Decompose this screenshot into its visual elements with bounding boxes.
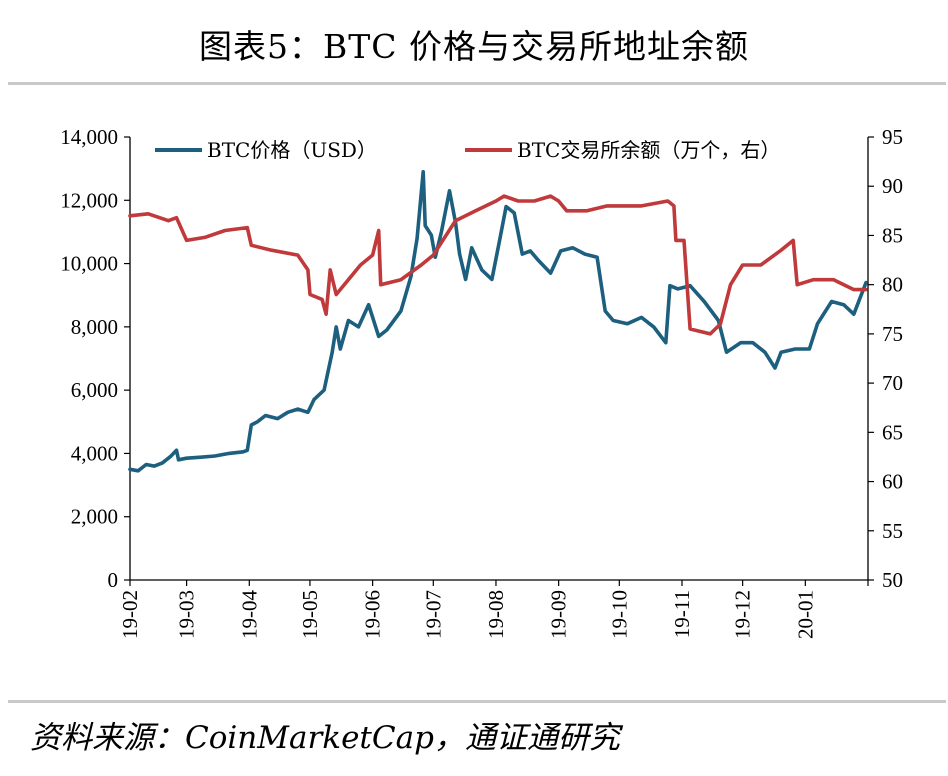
x-tick-label: 19-12 bbox=[731, 590, 755, 639]
x-tick-label: 19-02 bbox=[118, 590, 142, 639]
left-tick-label: 8,000 bbox=[71, 315, 118, 339]
exchange-balance-line bbox=[128, 194, 868, 336]
x-tick-label: 19-09 bbox=[547, 590, 571, 639]
x-tick-label: 19-05 bbox=[298, 590, 322, 639]
left-tick-label: 12,000 bbox=[60, 188, 118, 212]
x-tick-label: 19-07 bbox=[421, 590, 445, 639]
source-divider bbox=[8, 700, 946, 703]
legend: BTC价格（USD） BTC交易所余额（万个，右） bbox=[155, 138, 780, 162]
right-tick-label: 50 bbox=[882, 568, 903, 592]
left-tick-label: 14,000 bbox=[60, 125, 118, 149]
right-tick-label: 80 bbox=[882, 273, 903, 297]
right-tick-label: 75 bbox=[882, 322, 903, 346]
right-tick-label: 85 bbox=[882, 223, 903, 247]
source-note: 资料来源：CoinMarketCap，通证通研究 bbox=[30, 720, 620, 756]
x-tick-label: 19-03 bbox=[175, 590, 199, 639]
title-divider bbox=[8, 82, 946, 85]
x-tick-label: 19-04 bbox=[237, 590, 261, 639]
right-tick-label: 95 bbox=[882, 125, 903, 149]
x-tick-label: 19-10 bbox=[607, 590, 631, 639]
right-tick-label: 70 bbox=[882, 371, 903, 395]
right-tick-label: 90 bbox=[882, 174, 903, 198]
btc-price-line bbox=[128, 170, 868, 473]
chart-svg: 0 2,000 4,000 6,000 8,000 10,000 12,000 14,000 5… bbox=[60, 125, 903, 639]
left-tick-label: 10,000 bbox=[60, 252, 118, 276]
x-tick-label: 19-08 bbox=[484, 590, 508, 639]
x-tick-label: 19-11 bbox=[670, 590, 694, 638]
left-tick-label: 6,000 bbox=[71, 378, 118, 402]
x-tick-label: 19-06 bbox=[361, 590, 385, 639]
right-tick-label: 55 bbox=[882, 519, 903, 543]
left-tick-label: 2,000 bbox=[71, 505, 118, 529]
x-tick-label: 20-01 bbox=[793, 590, 817, 639]
series-layer bbox=[128, 170, 868, 473]
axes: 0 2,000 4,000 6,000 8,000 10,000 12,000 14,000 5… bbox=[60, 125, 903, 639]
left-tick-label: 0 bbox=[108, 568, 119, 592]
left-tick-label: 4,000 bbox=[71, 441, 118, 465]
legend-item-price-label: BTC价格（USD） bbox=[207, 138, 377, 162]
right-tick-label: 60 bbox=[882, 470, 903, 494]
chart-title: 图表5：BTC 价格与交易所地址余额 bbox=[199, 27, 749, 66]
right-tick-label: 65 bbox=[882, 420, 903, 444]
legend-item-balance-label: BTC交易所余额（万个，右） bbox=[517, 138, 780, 162]
